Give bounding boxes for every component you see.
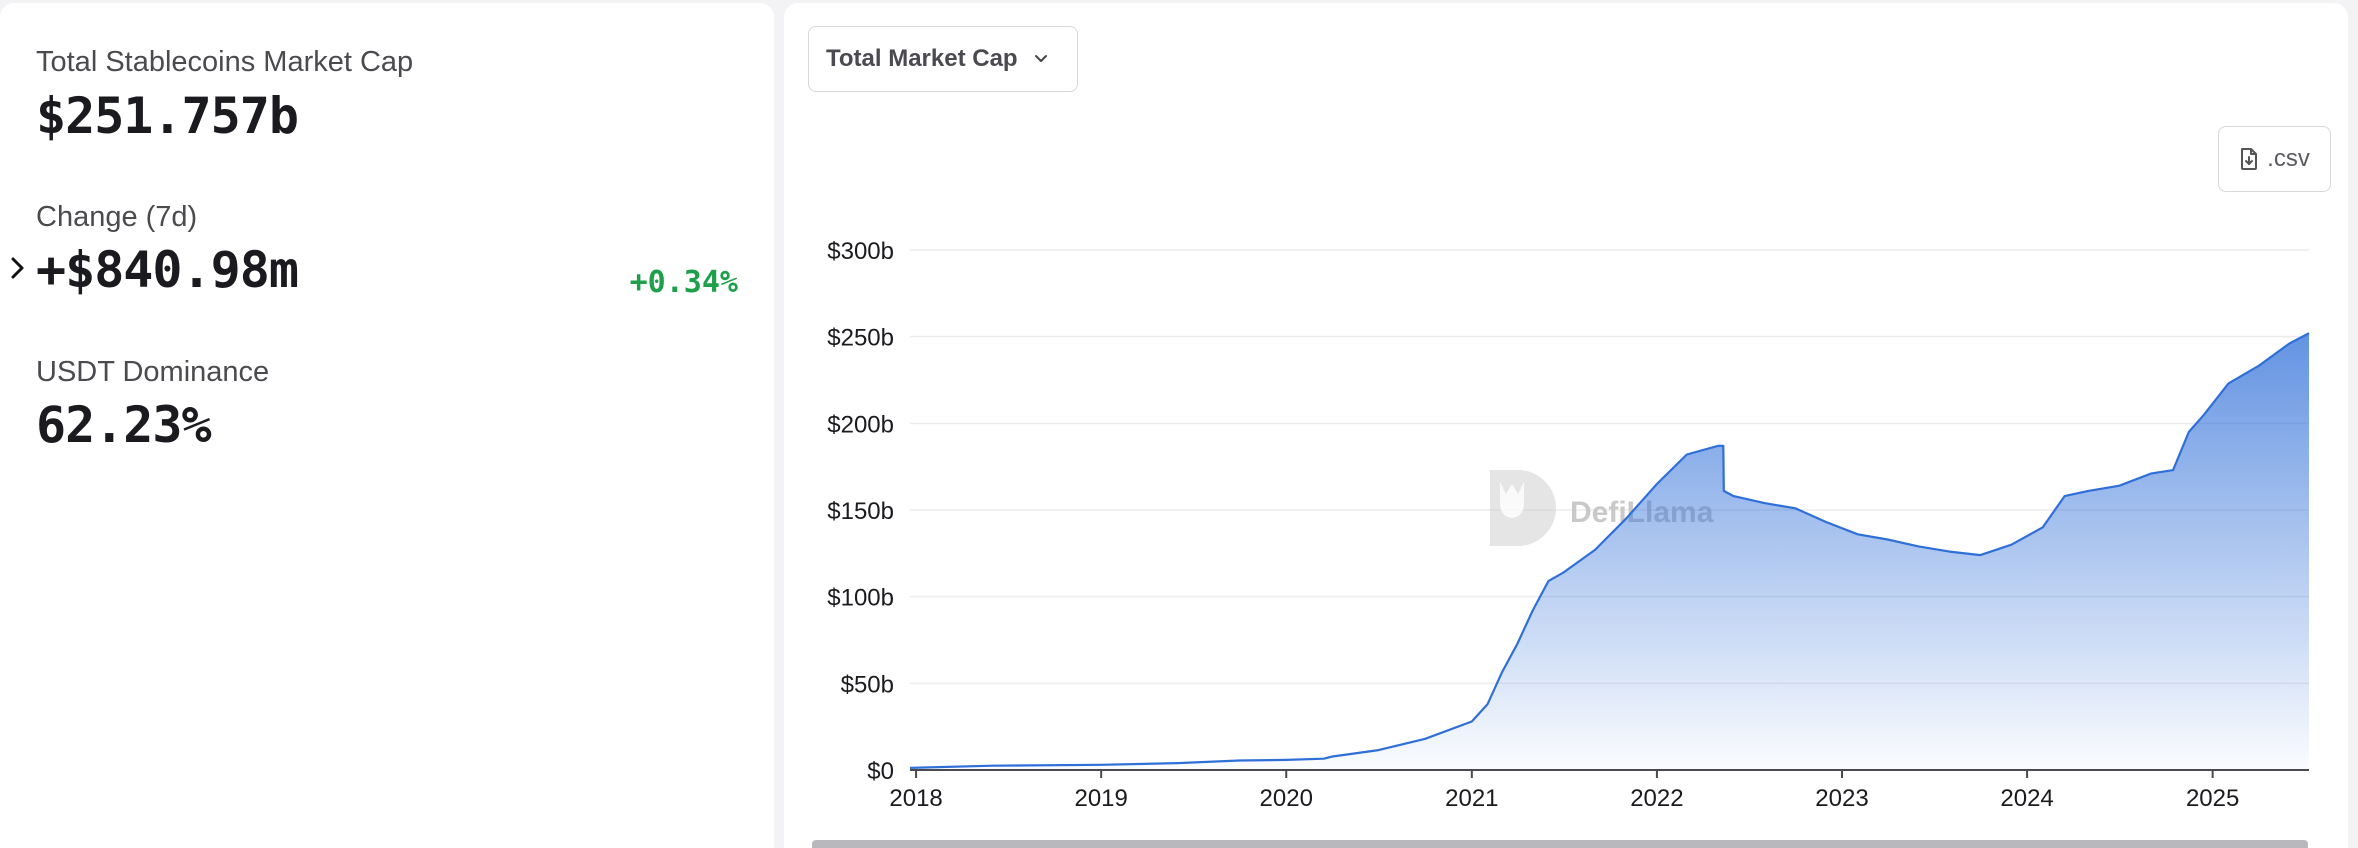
metric-select-label: Total Market Cap bbox=[826, 45, 1018, 72]
file-download-icon bbox=[2241, 148, 2258, 170]
usdt-dominance-value: 62.23% bbox=[36, 396, 212, 454]
csv-download-label: .csv bbox=[2267, 145, 2310, 172]
market-cap-label: Total Stablecoins Market Cap bbox=[36, 46, 414, 78]
chart-range-scrollbar[interactable] bbox=[812, 840, 2308, 848]
stats-panel bbox=[0, 3, 774, 848]
chart-panel bbox=[784, 3, 2348, 848]
market-cap-stat: Total Stablecoins Market Cap $251.757b bbox=[36, 46, 414, 145]
change-7d-label: Change (7d) bbox=[36, 201, 198, 233]
csv-download-button[interactable]: .csv bbox=[2218, 126, 2331, 192]
change-7d-stat[interactable]: Change (7d) +$840.98m +0.34% bbox=[36, 201, 738, 301]
chevron-right-icon[interactable] bbox=[6, 256, 30, 280]
chevron-down-icon bbox=[1034, 55, 1047, 62]
usdt-dominance-stat: USDT Dominance 62.23% bbox=[36, 356, 270, 454]
change-7d-value: +$840.98m bbox=[36, 241, 299, 299]
market-cap-value: $251.757b bbox=[36, 87, 299, 145]
change-7d-percent: +0.34% bbox=[629, 265, 738, 300]
metric-select[interactable]: Total Market Cap bbox=[808, 26, 1078, 92]
usdt-dominance-label: USDT Dominance bbox=[36, 356, 270, 388]
